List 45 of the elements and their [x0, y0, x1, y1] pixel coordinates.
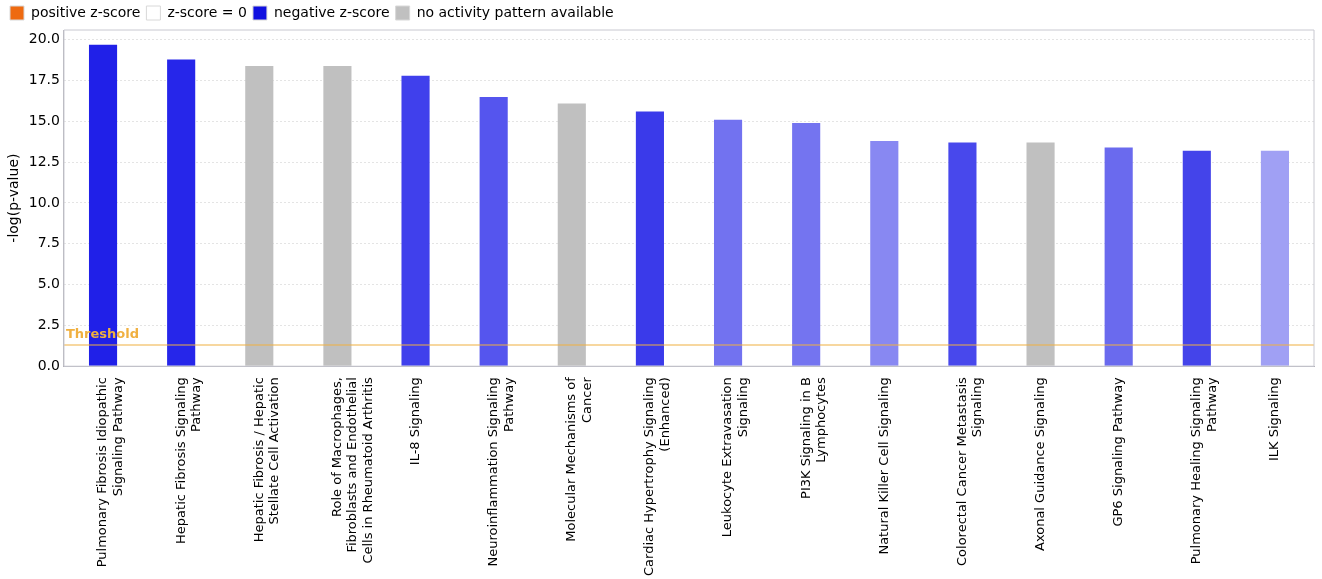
x-tick-label: Molecular Mechanisms of Cancer [563, 376, 594, 542]
y-axis-title: -log(p-value) [5, 153, 22, 243]
x-tick-label: GP6 Signaling Pathway [1110, 376, 1126, 527]
x-tick-label: Natural Killer Cell Signaling [875, 377, 891, 555]
bar [1182, 150, 1211, 366]
bar [713, 119, 743, 366]
bar [323, 65, 352, 366]
bar [1260, 150, 1289, 366]
y-tick-label: 12.5 [28, 152, 60, 169]
legend-label: negative z-score [273, 3, 390, 20]
bar [1104, 147, 1133, 366]
x-tick-label: Hepatic Fibrosis Signaling Pathway [172, 376, 204, 544]
legend-label: z-score = 0 [167, 3, 247, 20]
x-tick-label: Pulmonary Healing Signaling Pathway [1188, 376, 1219, 565]
bar [557, 103, 586, 366]
bar [245, 65, 274, 366]
bar [479, 96, 508, 366]
x-tick-label: Axonal Guidance Signaling [1031, 377, 1047, 551]
x-tick-label: Neuroinflammation Signaling Pathway [485, 376, 516, 567]
x-tick-label: PI3K Signaling in B Lymphocytes [797, 376, 829, 499]
x-tick-label: Colorectal Cancer Metastasis Signaling [953, 376, 985, 566]
x-tick-label: Hepatic Fibrosis / Hepatic Stellate Cell Activation [250, 377, 282, 543]
y-tick-label: 17.5 [28, 71, 60, 88]
bar [792, 123, 821, 366]
y-tick-label: 7.5 [37, 234, 60, 251]
legend-label: no activity pattern available [416, 3, 614, 20]
bar [870, 140, 899, 366]
bar [167, 59, 196, 366]
bar [401, 75, 430, 366]
y-tick-label: 15.0 [28, 112, 60, 129]
y-tick-label: 2.5 [37, 316, 60, 333]
bar [948, 142, 977, 366]
y-tick-label: 0.0 [37, 356, 60, 373]
y-tick-label: 10.0 [28, 193, 60, 210]
y-tick-label: 20.0 [28, 30, 60, 47]
bar [1026, 142, 1055, 366]
y-tick-label: 5.0 [37, 275, 60, 292]
x-tick-label: Leukocyte Extravasation Signaling [719, 377, 751, 538]
x-tick-label: Cardiac Hypertrophy Signaling (Enhanced) [641, 377, 672, 576]
x-tick-label: IL-8 Signaling [406, 377, 422, 466]
x-tick-label: ILK Signaling [1266, 377, 1282, 461]
bar [635, 111, 664, 366]
x-tick-label: Role of Macrophages, Fibroblasts and Endothelial Cells in Rheumatoid Arthritis [328, 376, 375, 564]
legend-label: positive z-score [31, 3, 141, 20]
x-tick-label: Pulmonary Fibrosis Idiopathic Signaling Pathway [94, 376, 126, 568]
